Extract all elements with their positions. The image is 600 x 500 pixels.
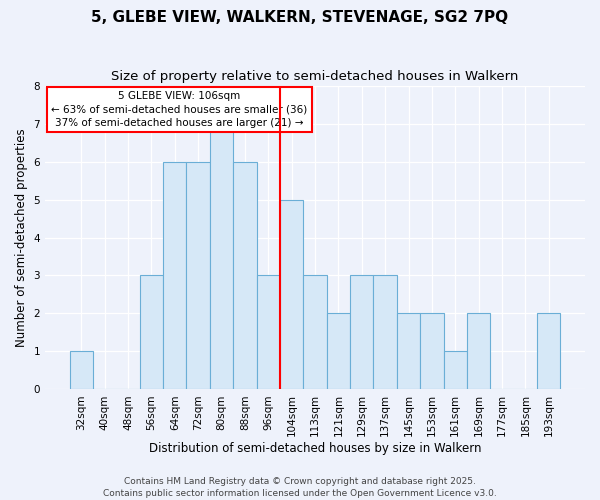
Bar bbox=[280, 200, 304, 390]
Bar bbox=[187, 162, 210, 390]
Bar bbox=[537, 314, 560, 390]
Bar bbox=[257, 276, 280, 390]
Bar bbox=[397, 314, 420, 390]
Bar bbox=[233, 162, 257, 390]
Text: 5, GLEBE VIEW, WALKERN, STEVENAGE, SG2 7PQ: 5, GLEBE VIEW, WALKERN, STEVENAGE, SG2 7… bbox=[91, 10, 509, 25]
X-axis label: Distribution of semi-detached houses by size in Walkern: Distribution of semi-detached houses by … bbox=[149, 442, 481, 455]
Bar bbox=[304, 276, 327, 390]
Text: Contains HM Land Registry data © Crown copyright and database right 2025.
Contai: Contains HM Land Registry data © Crown c… bbox=[103, 476, 497, 498]
Bar bbox=[373, 276, 397, 390]
Bar bbox=[443, 352, 467, 390]
Bar bbox=[467, 314, 490, 390]
Text: 5 GLEBE VIEW: 106sqm
← 63% of semi-detached houses are smaller (36)
37% of semi-: 5 GLEBE VIEW: 106sqm ← 63% of semi-detac… bbox=[52, 92, 308, 128]
Bar bbox=[327, 314, 350, 390]
Bar bbox=[140, 276, 163, 390]
Bar bbox=[350, 276, 373, 390]
Title: Size of property relative to semi-detached houses in Walkern: Size of property relative to semi-detach… bbox=[112, 70, 519, 83]
Y-axis label: Number of semi-detached properties: Number of semi-detached properties bbox=[15, 128, 28, 347]
Bar bbox=[420, 314, 443, 390]
Bar bbox=[163, 162, 187, 390]
Bar bbox=[210, 124, 233, 390]
Bar bbox=[70, 352, 93, 390]
